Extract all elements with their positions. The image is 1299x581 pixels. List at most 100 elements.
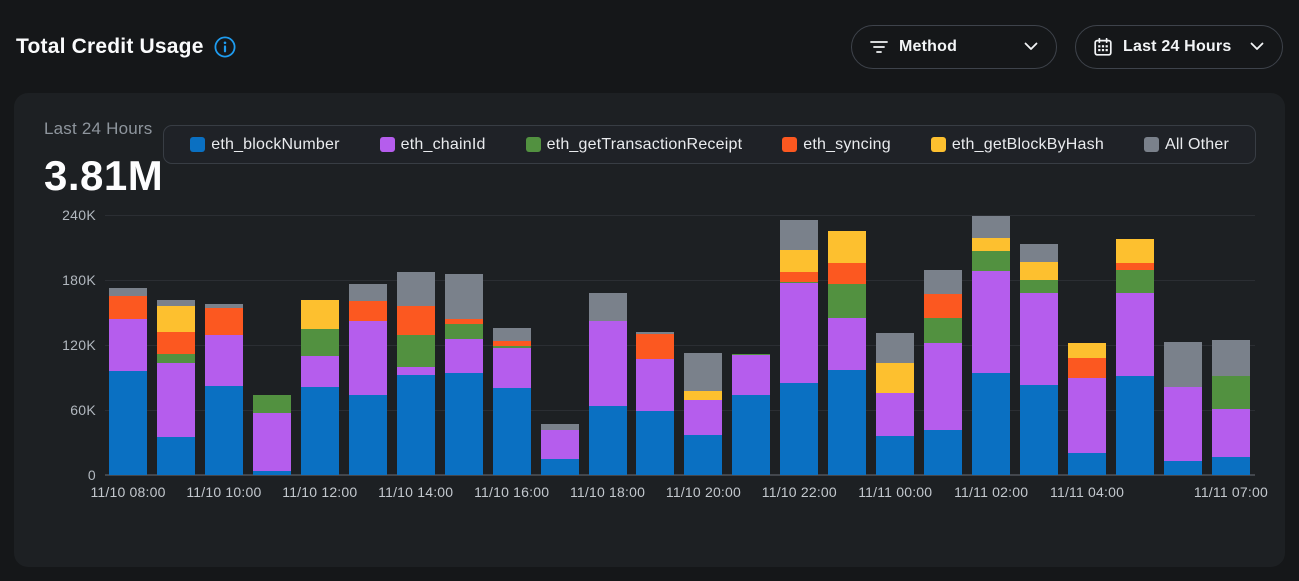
bar-segment[interactable] [1020, 385, 1059, 475]
bar-segment[interactable] [924, 294, 963, 318]
bar-segment[interactable] [924, 429, 963, 475]
stacked-bar[interactable] [780, 215, 819, 475]
bar-segment[interactable] [1068, 342, 1107, 359]
time-range-button[interactable]: Last 24 Hours [1075, 24, 1283, 69]
bar-segment[interactable] [1020, 261, 1059, 281]
bar-segment[interactable] [348, 321, 387, 395]
bar-segment[interactable] [636, 411, 675, 475]
bar-segment[interactable] [636, 334, 675, 360]
bar-segment[interactable] [588, 405, 627, 475]
stacked-bar[interactable] [684, 215, 723, 475]
bar-segment[interactable] [348, 394, 387, 475]
bar-segment[interactable] [109, 371, 147, 475]
bar-segment[interactable] [444, 273, 483, 320]
bar-segment[interactable] [1068, 377, 1107, 454]
bar-segment[interactable] [396, 306, 435, 336]
bar-segment[interactable] [828, 262, 867, 285]
bar-segment[interactable] [300, 328, 339, 356]
stacked-bar[interactable] [732, 215, 771, 475]
stacked-bar[interactable] [876, 215, 915, 475]
bar-segment[interactable] [444, 324, 483, 339]
stacked-bar[interactable] [1163, 215, 1202, 475]
legend-item[interactable]: All Other [1143, 136, 1229, 154]
bar-segment[interactable] [972, 216, 1011, 238]
bar-segment[interactable] [972, 373, 1011, 475]
stacked-bar[interactable] [204, 215, 243, 475]
stacked-bar[interactable] [156, 215, 195, 475]
stacked-bar[interactable] [1116, 215, 1155, 475]
bar-segment[interactable] [348, 300, 387, 322]
bar-segment[interactable] [109, 319, 147, 371]
bar-segment[interactable] [732, 353, 771, 355]
bar-segment[interactable] [492, 346, 531, 349]
stacked-bar[interactable] [1068, 215, 1107, 475]
bar-segment[interactable] [252, 394, 291, 414]
bar-segment[interactable] [876, 363, 915, 393]
legend-item[interactable]: eth_getTransactionReceipt [525, 136, 743, 154]
bar-segment[interactable] [156, 437, 195, 475]
bar-segment[interactable] [876, 392, 915, 436]
stacked-bar[interactable] [396, 215, 435, 475]
bar-segment[interactable] [492, 388, 531, 475]
stacked-bar[interactable] [300, 215, 339, 475]
bar-segment[interactable] [156, 332, 195, 354]
bar-segment[interactable] [204, 308, 243, 336]
bar-segment[interactable] [972, 237, 1011, 251]
bar-segment[interactable] [1116, 376, 1155, 475]
method-filter-button[interactable]: Method [851, 24, 1057, 69]
bar-segment[interactable] [828, 284, 867, 318]
stacked-bar[interactable] [540, 215, 579, 475]
bar-segment[interactable] [1068, 453, 1107, 475]
bar-segment[interactable] [780, 220, 819, 250]
bar-segment[interactable] [1211, 408, 1250, 457]
bar-segment[interactable] [780, 282, 819, 284]
bar-segment[interactable] [540, 458, 579, 475]
bar-segment[interactable] [300, 355, 339, 388]
info-icon[interactable] [214, 35, 236, 58]
bar-segment[interactable] [1163, 387, 1202, 461]
bar-segment[interactable] [156, 353, 195, 364]
bar-segment[interactable] [540, 424, 579, 430]
bar-segment[interactable] [1163, 341, 1202, 388]
bar-segment[interactable] [1020, 293, 1059, 386]
bar-segment[interactable] [492, 348, 531, 389]
bar-segment[interactable] [636, 332, 675, 335]
bar-segment[interactable] [732, 354, 771, 395]
bar-segment[interactable] [156, 299, 195, 307]
bar-segment[interactable] [1116, 270, 1155, 294]
bar-segment[interactable] [876, 333, 915, 364]
bar-segment[interactable] [300, 387, 339, 475]
bar-segment[interactable] [109, 287, 147, 297]
bar-segment[interactable] [396, 335, 435, 367]
legend-item[interactable]: eth_blockNumber [190, 136, 339, 154]
bar-segment[interactable] [924, 317, 963, 343]
bar-segment[interactable] [828, 231, 867, 263]
bar-segment[interactable] [444, 373, 483, 475]
bar-segment[interactable] [684, 352, 723, 391]
bar-segment[interactable] [972, 250, 1011, 272]
bar-segment[interactable] [780, 272, 819, 283]
stacked-bar[interactable] [492, 215, 531, 475]
bar-segment[interactable] [636, 359, 675, 412]
bar-segment[interactable] [204, 335, 243, 387]
bar-segment[interactable] [109, 296, 147, 319]
bar-segment[interactable] [684, 390, 723, 401]
bar-segment[interactable] [348, 284, 387, 301]
bar-segment[interactable] [780, 249, 819, 273]
bar-segment[interactable] [780, 283, 819, 383]
bar-segment[interactable] [396, 272, 435, 307]
bar-segment[interactable] [156, 306, 195, 333]
bar-segment[interactable] [492, 327, 531, 341]
bar-segment[interactable] [540, 429, 579, 459]
stacked-bar[interactable] [1020, 215, 1059, 475]
bar-segment[interactable] [828, 317, 867, 370]
bar-segment[interactable] [780, 382, 819, 475]
bar-segment[interactable] [252, 470, 291, 475]
bar-segment[interactable] [1211, 456, 1250, 475]
stacked-bar[interactable] [348, 215, 387, 475]
stacked-bar[interactable] [972, 215, 1011, 475]
bar-segment[interactable] [396, 366, 435, 376]
stacked-bar[interactable] [109, 215, 147, 475]
bar-segment[interactable] [1163, 460, 1202, 475]
bar-segment[interactable] [1116, 293, 1155, 377]
